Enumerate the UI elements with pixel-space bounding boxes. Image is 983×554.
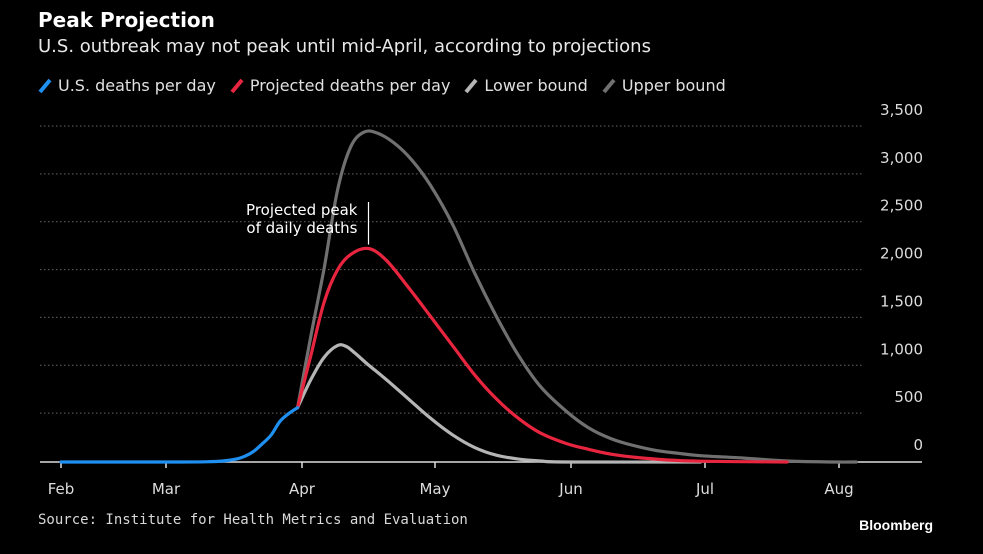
series-layer	[59, 129, 858, 464]
legend: U.S. deaths per day Projected deaths per…	[38, 76, 726, 95]
legend-swatch-us-deaths	[38, 78, 52, 93]
x-tick-label: May	[419, 480, 450, 498]
series-line-us-deaths	[59, 406, 300, 464]
annotation-text-line: Projected peak	[246, 201, 358, 219]
legend-label-upper-bound: Upper bound	[621, 76, 726, 95]
y-tick-label: 3,500	[880, 101, 923, 119]
series-line-upper-bound	[296, 129, 858, 464]
legend-label-lower-bound: Lower bound	[484, 76, 588, 95]
legend-item-projected: Projected deaths per day	[230, 76, 451, 95]
series-line-projected	[296, 246, 789, 464]
legend-swatch-lower-bound	[464, 78, 478, 93]
y-tick-label: 1,000	[880, 340, 923, 358]
legend-item-upper-bound: Upper bound	[602, 76, 726, 95]
legend-swatch-projected	[230, 78, 244, 93]
y-tick-label: 2,500	[880, 197, 923, 215]
legend-item-us-deaths: U.S. deaths per day	[38, 76, 216, 95]
x-tick-label: Aug	[824, 480, 853, 498]
chart-subtitle: U.S. outbreak may not peak until mid-Apr…	[38, 36, 651, 57]
legend-label-us-deaths: U.S. deaths per day	[58, 76, 216, 95]
x-tick-label: Jul	[695, 480, 714, 498]
legend-item-lower-bound: Lower bound	[464, 76, 588, 95]
chart-title: Peak Projection	[38, 8, 215, 32]
brand-logo: Bloomberg	[859, 517, 933, 533]
x-tick-label: Apr	[289, 480, 316, 498]
x-tick-label: Mar	[152, 480, 181, 498]
legend-label-projected: Projected deaths per day	[249, 76, 451, 95]
y-tick-label: 3,000	[880, 149, 923, 167]
y-tick-label: 0	[913, 436, 923, 454]
y-tick-label: 2,000	[880, 245, 923, 263]
source-note: Source: Institute for Health Metrics and…	[38, 512, 468, 528]
grid-layer: 0 500 1,000 1,500 2,000 2,500 3,000 3,500 Feb Mar…	[40, 101, 923, 498]
y-tick-label: 1,500	[880, 292, 923, 310]
annotation-text-line: of daily deaths	[246, 219, 357, 237]
y-tick-label: 500	[894, 388, 923, 406]
legend-swatch-upper-bound	[602, 78, 616, 93]
x-tick-label: Jun	[558, 480, 582, 498]
series-line-lower-bound	[296, 343, 703, 464]
x-tick-label: Feb	[48, 480, 75, 498]
